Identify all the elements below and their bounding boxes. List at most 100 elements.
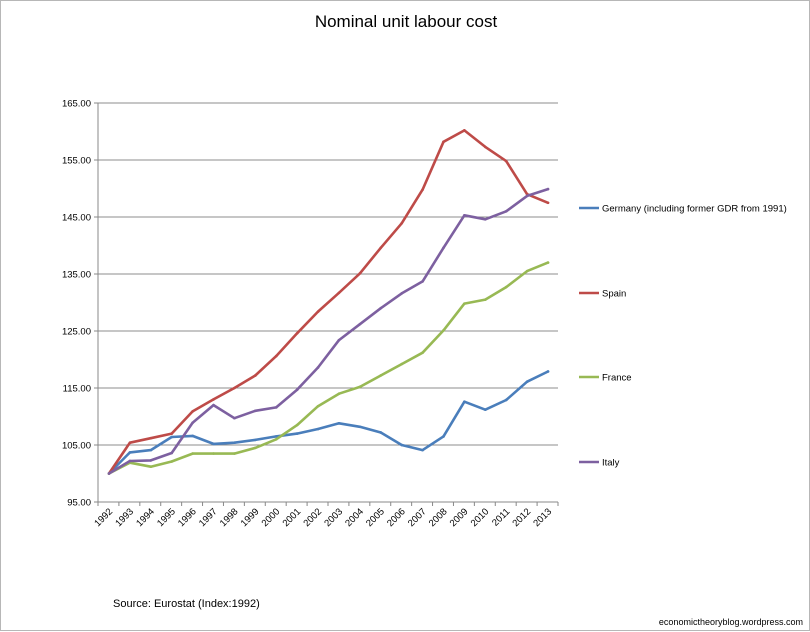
legend-label: Spain — [602, 289, 626, 300]
y-tick-label: 155.00 — [62, 156, 91, 167]
data-point — [483, 145, 487, 149]
data-point — [254, 374, 257, 377]
data-point — [295, 423, 299, 427]
data-point — [379, 246, 383, 250]
data-point — [149, 448, 153, 452]
data-point — [107, 472, 111, 475]
series-line-1 — [107, 129, 550, 475]
data-point — [337, 392, 341, 396]
data-point — [504, 398, 508, 402]
data-point — [546, 261, 550, 264]
data-point — [442, 246, 445, 250]
x-tick-label: 2002 — [301, 506, 324, 529]
data-point — [483, 298, 487, 301]
data-point — [128, 451, 132, 454]
y-tick-label: 95.00 — [67, 498, 91, 509]
x-tick-label: 1999 — [239, 506, 262, 529]
data-point — [170, 435, 174, 439]
data-point — [149, 465, 153, 468]
x-tick-label: 1995 — [155, 506, 178, 529]
data-point — [233, 441, 236, 445]
data-point — [442, 435, 445, 438]
data-point — [358, 272, 362, 275]
x-tick-label: 2005 — [364, 506, 387, 529]
data-point — [337, 338, 341, 342]
x-tick-label: 1992 — [92, 506, 115, 529]
data-point — [358, 385, 362, 389]
data-point — [295, 432, 299, 435]
data-point — [212, 452, 215, 455]
data-point — [149, 459, 153, 462]
data-point — [254, 409, 257, 413]
data-point — [442, 140, 445, 144]
data-point — [421, 188, 424, 191]
data-point — [379, 306, 383, 310]
data-point — [233, 452, 236, 455]
x-tick-label: 2013 — [531, 506, 554, 529]
data-point — [191, 452, 194, 455]
source-note: Source: Eurostat (Index:1992) — [113, 598, 260, 610]
data-point — [233, 386, 236, 390]
data-point — [400, 362, 403, 366]
data-point — [128, 459, 132, 463]
chart-title: Nominal unit labour cost — [315, 12, 498, 31]
data-point — [212, 442, 215, 446]
data-point — [191, 410, 194, 413]
x-tick-label: 2008 — [427, 506, 450, 529]
data-point — [170, 432, 174, 435]
x-tick-label: 2007 — [406, 506, 429, 529]
data-point — [421, 448, 424, 452]
data-point — [400, 292, 403, 295]
data-point — [274, 406, 278, 409]
data-point — [128, 441, 132, 445]
x-tick-label: 2009 — [448, 506, 471, 529]
data-point — [463, 129, 466, 132]
x-tick-label: 2004 — [343, 506, 366, 529]
data-point — [254, 438, 257, 442]
data-point — [525, 194, 529, 198]
legend-label: Italy — [602, 458, 620, 469]
data-point — [421, 351, 424, 354]
data-point — [400, 221, 403, 225]
data-point — [149, 436, 153, 440]
x-tick-label: 1993 — [113, 506, 136, 529]
data-point — [316, 366, 320, 369]
data-point — [212, 403, 215, 407]
data-point — [546, 201, 550, 205]
data-point — [504, 159, 508, 163]
data-point — [337, 422, 341, 425]
legend-label: France — [602, 373, 632, 384]
series-lines — [107, 129, 550, 475]
data-point — [504, 285, 508, 289]
data-point — [316, 427, 320, 431]
x-tick-label: 2003 — [322, 506, 345, 529]
data-point — [358, 322, 362, 326]
data-point — [504, 210, 508, 213]
x-tick-label: 1998 — [218, 506, 241, 529]
x-tick-label: 1996 — [176, 506, 199, 529]
y-tick-label: 105.00 — [62, 441, 91, 452]
data-point — [525, 380, 529, 384]
x-tick-label: 1994 — [134, 506, 157, 529]
data-point — [421, 280, 424, 283]
data-point — [379, 374, 383, 377]
credit-note: economictheoryblog.wordpress.com — [659, 617, 803, 627]
x-tick-label: 2012 — [510, 506, 533, 529]
series-line-0 — [107, 370, 550, 475]
data-point — [442, 329, 445, 332]
x-tick-label: 2000 — [260, 506, 283, 529]
x-axis-ticks: 1992199319941995199619971998199920002001… — [92, 502, 559, 529]
data-point — [379, 431, 383, 434]
data-point — [212, 398, 215, 401]
data-point — [463, 400, 466, 403]
data-point — [191, 421, 194, 425]
series-line-3 — [107, 187, 550, 475]
legend: Germany (including former GDR from 1991)… — [579, 204, 787, 469]
data-point — [400, 443, 403, 447]
data-point — [170, 460, 174, 463]
y-tick-label: 135.00 — [62, 270, 91, 281]
data-point — [546, 187, 550, 191]
data-point — [170, 451, 174, 455]
